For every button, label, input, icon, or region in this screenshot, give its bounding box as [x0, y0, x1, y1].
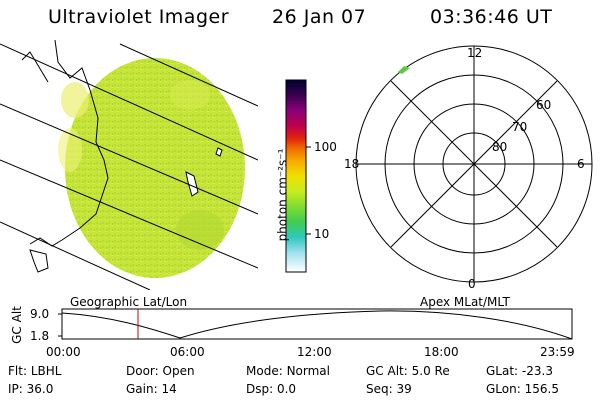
altitude-y-tick-min: 1.8	[30, 329, 50, 343]
status-ip: IP: 36.0	[8, 382, 54, 396]
altitude-x-tick-2: 12:00	[297, 345, 332, 359]
polar-plot	[355, 45, 593, 283]
altitude-y-tick-max: 9.0	[30, 307, 50, 321]
altitude-x-tick-1: 06:00	[170, 345, 205, 359]
mlt-label-12: 12	[467, 46, 483, 60]
status-gc-alt: GC Alt: 5.0 Re	[366, 364, 450, 378]
altitude-x-tick-4: 23:59	[540, 345, 575, 359]
status-glon: GLon: 156.5	[486, 382, 559, 396]
lat-label-70: 70	[512, 120, 528, 134]
status-mode: Mode: Normal	[246, 364, 330, 378]
status-flt: Flt: LBHL	[8, 364, 62, 378]
status-seq: Seq: 39	[366, 382, 412, 396]
coastline	[29, 40, 109, 247]
altitude-plot	[58, 308, 573, 340]
altitude-x-tick-3: 18:00	[424, 345, 459, 359]
earth-disk	[65, 58, 245, 278]
mlt-label-6: 6	[577, 157, 585, 171]
app-title: Ultraviolet Imager	[48, 6, 230, 28]
altitude-y-label: GC Alt	[9, 306, 24, 344]
lat-label-60: 60	[536, 98, 552, 112]
status-glat: GLat: -23.3	[486, 364, 553, 378]
right-panel-label: Apex MLat/MLT	[420, 295, 510, 309]
left-panel-label: Geographic Lat/Lon	[70, 295, 188, 309]
date-label: 26 Jan 07	[272, 6, 367, 28]
colorbar	[285, 79, 307, 273]
colorbar-tick-10: 10	[314, 227, 330, 241]
lat-label-80: 80	[492, 140, 508, 154]
geographic-image	[0, 40, 258, 290]
status-gain: Gain: 14	[126, 382, 177, 396]
time-label: 03:36:46 UT	[430, 6, 553, 28]
status-door: Door: Open	[126, 364, 195, 378]
altitude-curve	[61, 310, 573, 340]
mlt-label-18: 18	[344, 157, 360, 171]
colorbar-unit-label: photon cm⁻²s⁻¹	[275, 148, 290, 242]
mlt-label-0: 0	[468, 277, 476, 291]
altitude-x-tick-0: 00:00	[46, 345, 81, 359]
status-dsp: Dsp: 0.0	[246, 382, 297, 396]
colorbar-tick-100: 100	[314, 140, 337, 154]
